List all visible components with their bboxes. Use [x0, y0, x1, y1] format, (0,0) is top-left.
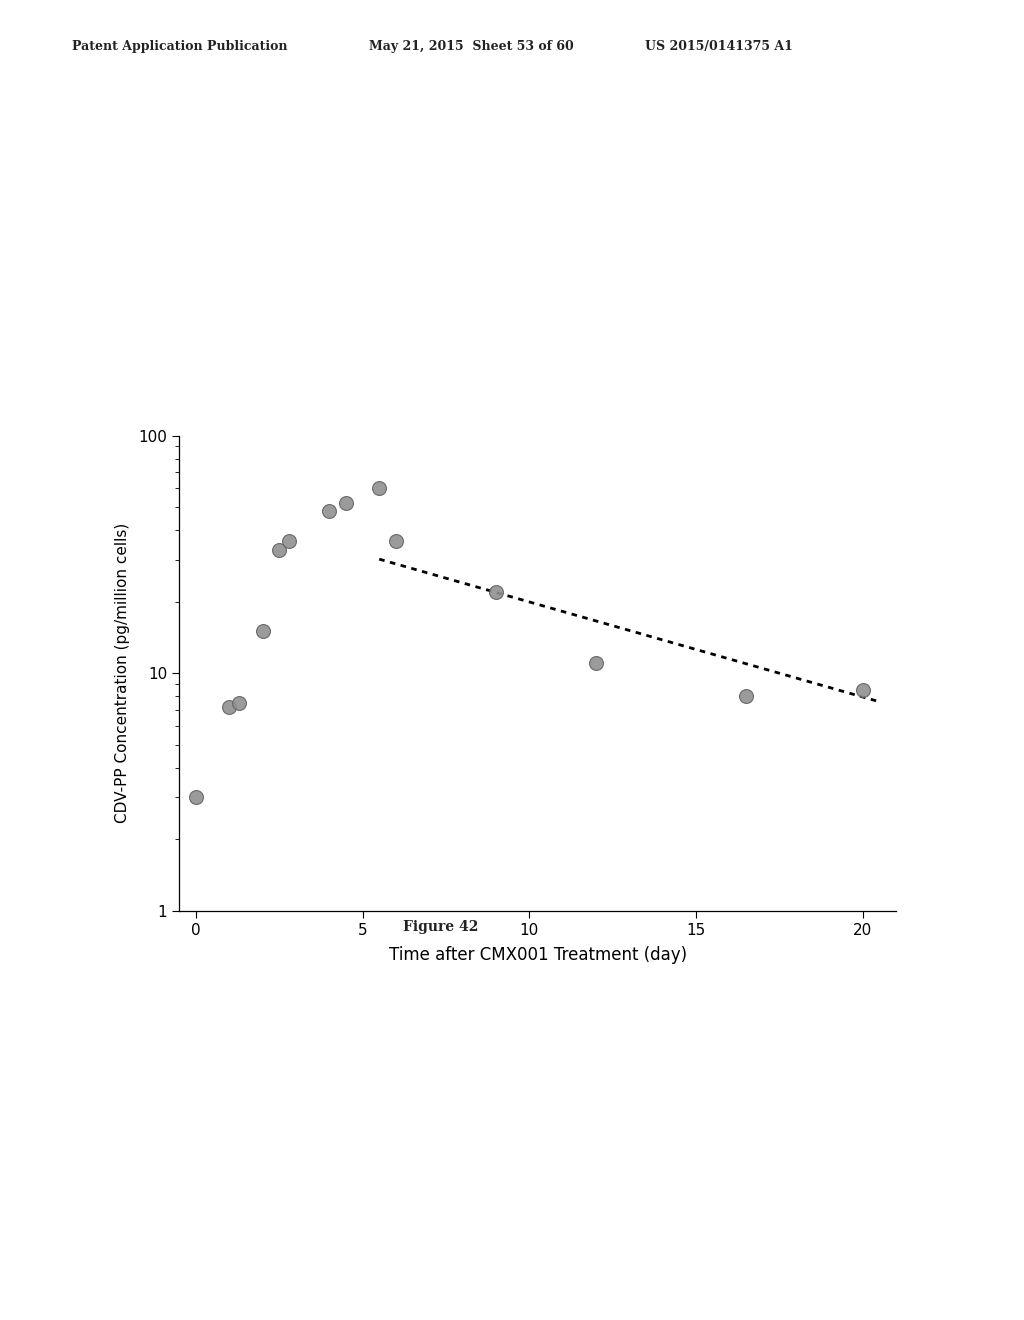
Point: [322, 500, 338, 521]
Point: [854, 680, 870, 701]
Point: [271, 540, 288, 561]
X-axis label: Time after CMX001 Treatment (day): Time after CMX001 Treatment (day): [388, 946, 687, 964]
Point: [221, 697, 238, 718]
Point: [588, 653, 604, 675]
Point: [338, 492, 354, 513]
Text: US 2015/0141375 A1: US 2015/0141375 A1: [645, 40, 793, 53]
Point: [231, 692, 248, 713]
Point: [487, 581, 504, 602]
Point: [737, 685, 754, 706]
Text: May 21, 2015  Sheet 53 of 60: May 21, 2015 Sheet 53 of 60: [369, 40, 573, 53]
Text: Figure 42: Figure 42: [402, 920, 478, 933]
Point: [371, 478, 387, 499]
Point: [254, 620, 270, 642]
Point: [187, 787, 204, 808]
Text: Patent Application Publication: Patent Application Publication: [72, 40, 287, 53]
Point: [281, 531, 297, 552]
Point: [388, 531, 404, 552]
Y-axis label: CDV-PP Concentration (pg/million cells): CDV-PP Concentration (pg/million cells): [115, 523, 130, 824]
